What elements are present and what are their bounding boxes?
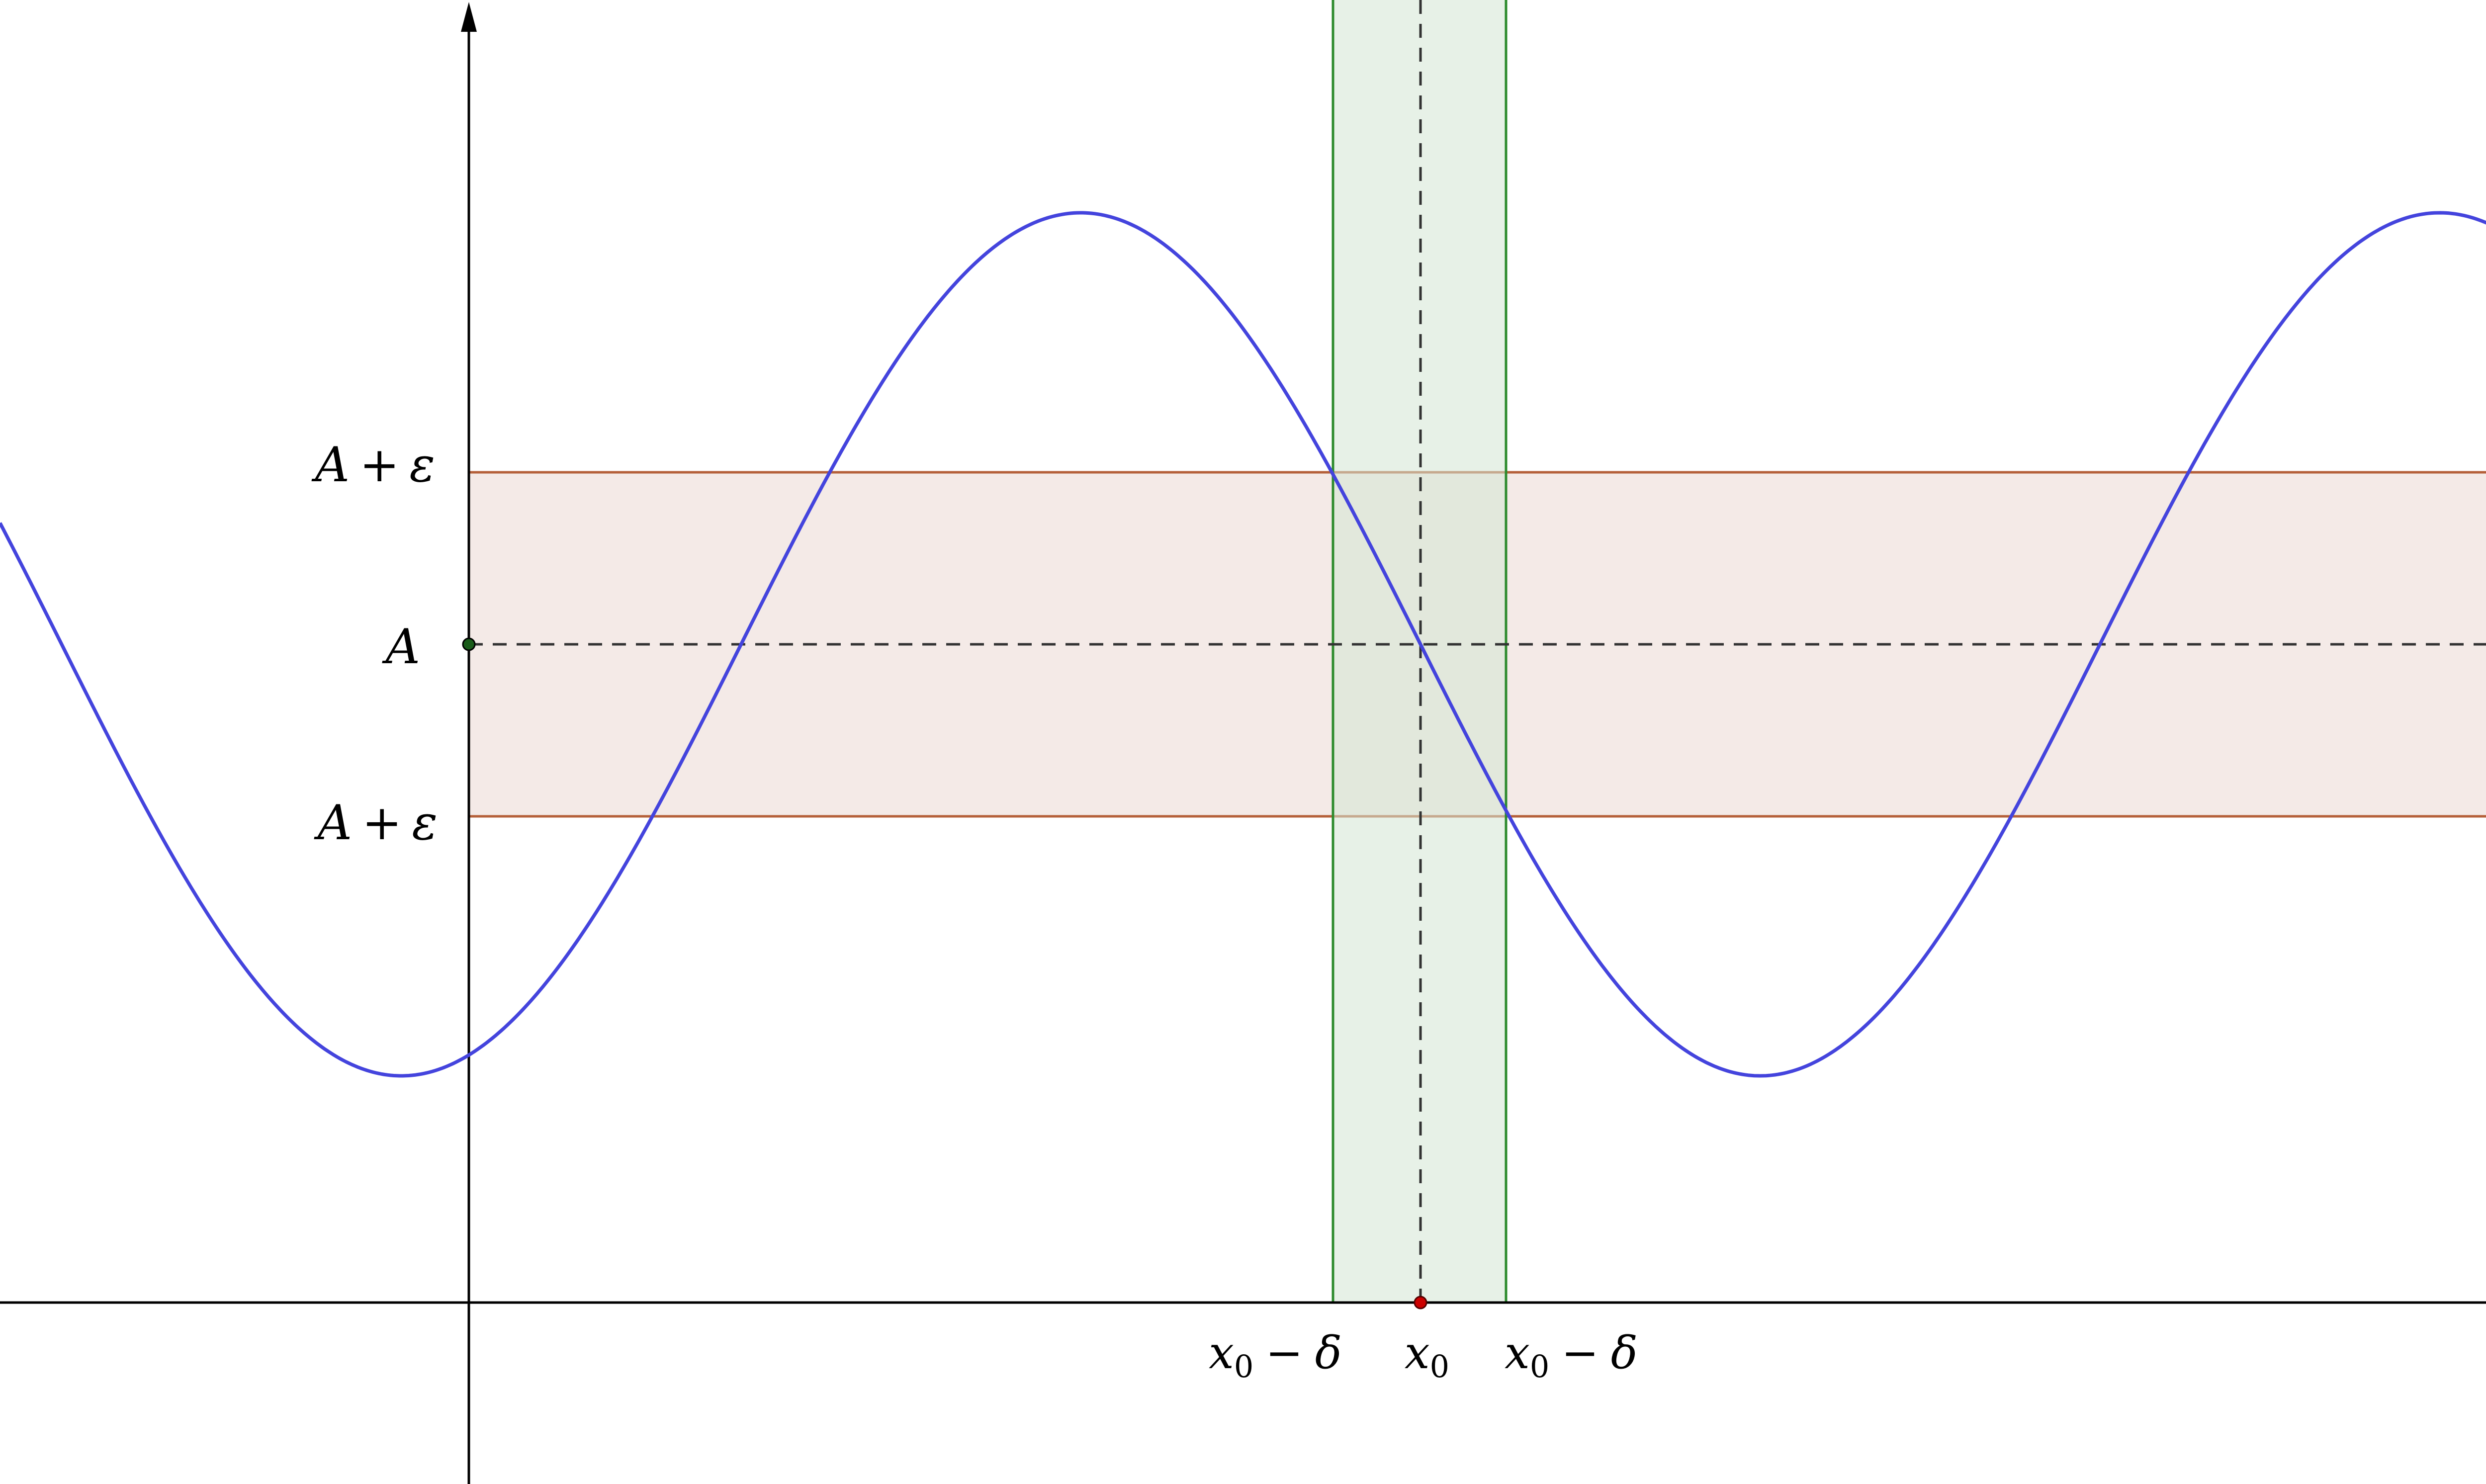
label-level-a: A — [382, 619, 420, 675]
label-right-delta: x0− δ — [1505, 1327, 1638, 1385]
point-x0 — [1414, 1296, 1427, 1309]
point-a — [462, 637, 476, 651]
label-upper-bound: A + ε — [311, 437, 435, 493]
label-x0: x0 — [1405, 1327, 1449, 1385]
label-lower-bound: A + ε — [314, 795, 438, 851]
function-curve — [0, 211, 2486, 1078]
label-left-delta: x0− δ — [1209, 1327, 1342, 1385]
y-axis-arrowhead — [461, 2, 477, 32]
